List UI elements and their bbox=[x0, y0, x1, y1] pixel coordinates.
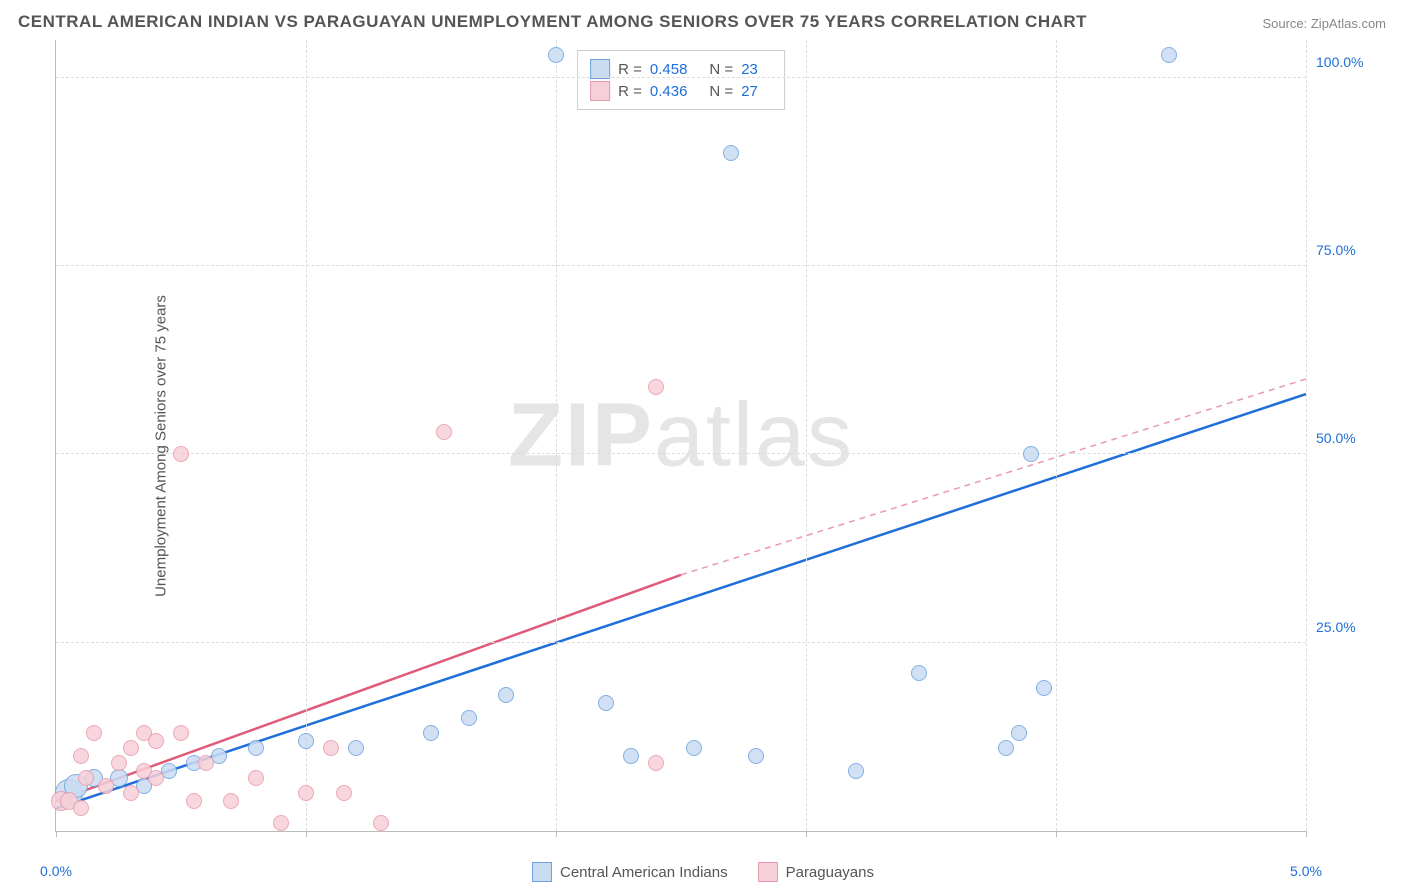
y-tick-label: 75.0% bbox=[1316, 242, 1386, 258]
scatter-point bbox=[348, 740, 364, 756]
scatter-point bbox=[73, 800, 89, 816]
scatter-point bbox=[273, 815, 289, 831]
y-tick-label: 100.0% bbox=[1316, 54, 1386, 70]
x-tick-label: 0.0% bbox=[40, 863, 72, 879]
gridline-horizontal bbox=[56, 642, 1306, 643]
n-label: N = bbox=[709, 61, 733, 78]
scatter-point bbox=[748, 748, 764, 764]
gridline-horizontal bbox=[56, 265, 1306, 266]
gridline-vertical bbox=[306, 40, 307, 831]
plot-area: ZIPatlas R = 0.458N = 23R = 0.436N = 27 … bbox=[55, 40, 1306, 832]
legend: Central American Indians Paraguayans bbox=[532, 862, 874, 882]
r-value: 0.436 bbox=[650, 83, 688, 100]
x-tick-mark bbox=[806, 831, 807, 837]
legend-label: Paraguayans bbox=[786, 864, 874, 881]
scatter-point bbox=[123, 740, 139, 756]
scatter-point bbox=[1161, 47, 1177, 63]
scatter-point bbox=[648, 379, 664, 395]
gridline-vertical bbox=[1306, 40, 1307, 831]
x-tick-mark bbox=[306, 831, 307, 837]
series-swatch-icon bbox=[758, 862, 778, 882]
correlation-stats-box: R = 0.458 N = 23 R = 0.436 N = 27 bbox=[577, 50, 785, 110]
scatter-point bbox=[461, 710, 477, 726]
source-label: Source: ZipAtlas.com bbox=[1262, 16, 1386, 31]
gridline-vertical bbox=[556, 40, 557, 831]
n-value: 23 bbox=[741, 61, 758, 78]
scatter-point bbox=[148, 733, 164, 749]
x-tick-label: 5.0% bbox=[1290, 863, 1322, 879]
scatter-point bbox=[173, 446, 189, 462]
gridline-horizontal bbox=[56, 77, 1306, 78]
trend-lines-layer bbox=[56, 40, 1306, 831]
n-label: N = bbox=[709, 83, 733, 100]
scatter-point bbox=[998, 740, 1014, 756]
stats-row: R = 0.436 N = 27 bbox=[590, 81, 772, 101]
legend-label: Central American Indians bbox=[560, 864, 728, 881]
scatter-point bbox=[1011, 725, 1027, 741]
scatter-point bbox=[336, 785, 352, 801]
scatter-point bbox=[1023, 446, 1039, 462]
y-tick-label: 25.0% bbox=[1316, 619, 1386, 635]
scatter-point bbox=[86, 725, 102, 741]
scatter-point bbox=[148, 770, 164, 786]
scatter-point bbox=[686, 740, 702, 756]
scatter-point bbox=[298, 785, 314, 801]
scatter-point bbox=[78, 770, 94, 786]
scatter-point bbox=[436, 424, 452, 440]
r-value: 0.458 bbox=[650, 61, 688, 78]
scatter-point bbox=[723, 145, 739, 161]
r-label: R = bbox=[618, 61, 642, 78]
trend-line bbox=[681, 379, 1306, 575]
series-swatch-icon bbox=[590, 81, 610, 101]
scatter-point bbox=[623, 748, 639, 764]
scatter-point bbox=[598, 695, 614, 711]
scatter-point bbox=[123, 785, 139, 801]
gridline-horizontal bbox=[56, 453, 1306, 454]
x-tick-mark bbox=[56, 831, 57, 837]
scatter-point bbox=[223, 793, 239, 809]
series-swatch-icon bbox=[532, 862, 552, 882]
gridline-vertical bbox=[1056, 40, 1057, 831]
scatter-point bbox=[98, 778, 114, 794]
scatter-point bbox=[323, 740, 339, 756]
scatter-point bbox=[173, 725, 189, 741]
n-value: 27 bbox=[741, 83, 758, 100]
scatter-point bbox=[498, 687, 514, 703]
scatter-point bbox=[248, 740, 264, 756]
x-tick-mark bbox=[1306, 831, 1307, 837]
y-tick-label: 50.0% bbox=[1316, 430, 1386, 446]
scatter-point bbox=[848, 763, 864, 779]
scatter-point bbox=[198, 755, 214, 771]
x-tick-mark bbox=[556, 831, 557, 837]
scatter-point bbox=[111, 755, 127, 771]
trend-line bbox=[56, 394, 1306, 808]
scatter-point bbox=[548, 47, 564, 63]
gridline-vertical bbox=[806, 40, 807, 831]
scatter-point bbox=[248, 770, 264, 786]
chart-title: CENTRAL AMERICAN INDIAN VS PARAGUAYAN UN… bbox=[18, 12, 1087, 32]
scatter-point bbox=[298, 733, 314, 749]
scatter-point bbox=[911, 665, 927, 681]
scatter-point bbox=[373, 815, 389, 831]
scatter-point bbox=[648, 755, 664, 771]
scatter-point bbox=[73, 748, 89, 764]
x-tick-mark bbox=[1056, 831, 1057, 837]
legend-item: Paraguayans bbox=[758, 862, 874, 882]
scatter-point bbox=[423, 725, 439, 741]
scatter-point bbox=[186, 793, 202, 809]
r-label: R = bbox=[618, 83, 642, 100]
legend-item: Central American Indians bbox=[532, 862, 728, 882]
scatter-point bbox=[1036, 680, 1052, 696]
